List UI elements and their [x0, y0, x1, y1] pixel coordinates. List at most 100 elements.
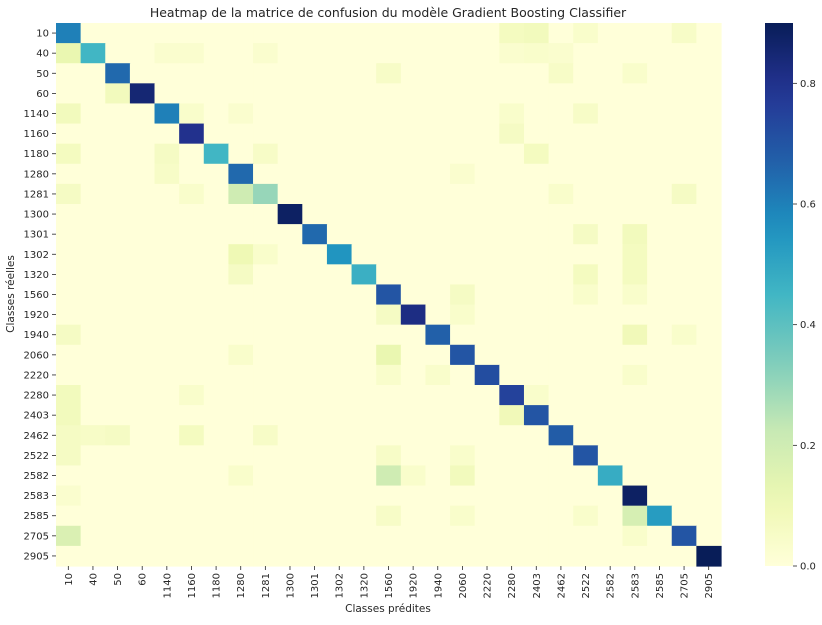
heatmap-cell-60-1180: [203, 83, 230, 105]
heatmap-cell-1280-1280: [228, 163, 254, 185]
heatmap-cell-2220-2905: [696, 364, 722, 386]
colorbar-tick-label: 0.2: [800, 441, 816, 452]
heatmap-cell-2582-1320: [351, 465, 377, 487]
heatmap-cell-1140-2403: [523, 103, 550, 125]
heatmap-cell-2462-2585: [647, 425, 673, 446]
x-tick-label: 50: [113, 573, 124, 586]
heatmap-cell-2220-1160: [179, 364, 205, 386]
heatmap-cell-1140-60: [129, 103, 156, 125]
heatmap-cell-1281-2585: [647, 183, 673, 205]
heatmap-cell-1300-2705: [671, 204, 697, 225]
heatmap-cell-2905-40: [80, 545, 106, 567]
heatmap-cell-2403-2220: [474, 405, 500, 426]
heatmap-cell-1281-1302: [326, 183, 353, 205]
heatmap-cell-2280-1280: [228, 385, 254, 406]
heatmap-cell-1920-2583: [622, 304, 648, 326]
heatmap-cell-2403-2462: [548, 405, 574, 426]
heatmap-cell-1302-2220: [474, 244, 500, 265]
heatmap-cell-1320-1160: [179, 264, 205, 286]
heatmap-cell-1180-1301: [302, 143, 328, 165]
heatmap-cell-2705-1300: [277, 525, 303, 547]
heatmap-cell-2522-2583: [622, 445, 648, 467]
heatmap-cell-1940-2585: [647, 324, 673, 346]
heatmap-cell-1302-1281: [253, 244, 279, 265]
heatmap-cell-1920-60: [129, 304, 156, 326]
heatmap-cell-2220-10: [56, 364, 82, 386]
heatmap-cell-2582-2403: [523, 465, 550, 487]
heatmap-cell-2280-2522: [573, 385, 599, 406]
heatmap-cell-1140-1180: [203, 103, 230, 125]
heatmap-cell-1302-2905: [696, 244, 722, 265]
y-tick-label: 2583: [24, 491, 49, 502]
heatmap-cell-2522-1920: [400, 445, 427, 467]
heatmap-cell-1920-2403: [523, 304, 550, 326]
heatmap-cell-1301-10: [56, 224, 82, 245]
heatmap-cell-2060-1320: [351, 344, 377, 366]
x-tick-label: 2905: [704, 573, 715, 598]
heatmap-cell-2220-50: [105, 364, 131, 386]
heatmap-cell-10-60: [129, 23, 156, 44]
heatmap-cell-1140-1920: [400, 103, 427, 125]
heatmap-cell-2705-60: [129, 525, 156, 547]
heatmap-cell-1180-2585: [647, 143, 673, 165]
heatmap-cell-1140-1301: [302, 103, 328, 125]
heatmap-cell-2403-1180: [203, 405, 230, 426]
heatmap-cell-2403-2280: [499, 405, 525, 426]
heatmap-cell-2280-2705: [671, 385, 697, 406]
heatmap-cell-1140-1281: [253, 103, 279, 125]
heatmap-cell-2060-2462: [548, 344, 574, 366]
heatmap-cell-2060-40: [80, 344, 106, 366]
heatmap-cell-2280-40: [80, 385, 106, 406]
heatmap-cell-50-2403: [523, 63, 550, 84]
heatmap-cell-1180-2462: [548, 143, 574, 165]
heatmap-cell-10-2403: [523, 23, 550, 44]
heatmap-cell-1160-2705: [671, 123, 697, 145]
heatmap-cell-10-10: [56, 23, 82, 44]
heatmap-cell-60-2582: [597, 83, 624, 105]
heatmap-cell-2280-2462: [548, 385, 574, 406]
heatmap-cell-2905-2280: [499, 545, 525, 567]
heatmap-cell-1920-2585: [647, 304, 673, 326]
heatmap-cell-1300-1940: [425, 204, 451, 225]
heatmap-cell-1281-10: [56, 183, 82, 205]
x-tick-label: 1160: [187, 573, 198, 598]
heatmap-cell-2585-1940: [425, 505, 451, 527]
heatmap-cell-2705-1281: [253, 525, 279, 547]
heatmap-cell-1300-1320: [351, 204, 377, 225]
heatmap-cell-1560-2905: [696, 284, 722, 306]
heatmap-cell-2585-2905: [696, 505, 722, 527]
heatmap-cell-2582-1560: [376, 465, 402, 487]
heatmap-cell-1302-2522: [573, 244, 599, 265]
heatmap-cell-1280-50: [105, 163, 131, 185]
heatmap-cell-2280-2905: [696, 385, 722, 406]
heatmap-cell-2220-1940: [425, 364, 451, 386]
heatmap-cell-2462-1300: [277, 425, 303, 446]
heatmap-cell-2403-2583: [622, 405, 648, 426]
heatmap-cell-2582-2905: [696, 465, 722, 487]
heatmap-cell-2585-1280: [228, 505, 254, 527]
heatmap-cell-1180-1160: [179, 143, 205, 165]
heatmap-cell-2462-10: [56, 425, 82, 446]
heatmap-cell-1160-2585: [647, 123, 673, 145]
y-tick-label: 40: [36, 49, 49, 60]
heatmap-cell-40-2060: [450, 43, 476, 64]
heatmap-cell-2583-2705: [671, 485, 697, 507]
heatmap-cell-1560-1320: [351, 284, 377, 306]
heatmap-cell-1180-60: [129, 143, 156, 165]
heatmap-cell-2905-60: [129, 545, 156, 567]
heatmap-cell-2462-1180: [203, 425, 230, 446]
heatmap-cell-1300-2280: [499, 204, 525, 225]
heatmap-cell-1560-60: [129, 284, 156, 306]
heatmap-cell-2585-1301: [302, 505, 328, 527]
heatmap-cell-2522-2220: [474, 445, 500, 467]
heatmap-cell-2462-50: [105, 425, 131, 446]
heatmap-cell-1180-1281: [253, 143, 279, 165]
heatmap-cell-2705-2705: [671, 525, 697, 547]
heatmap-cell-2462-1281: [253, 425, 279, 446]
heatmap-cell-50-1280: [228, 63, 254, 84]
heatmap-cell-1920-1301: [302, 304, 328, 326]
heatmap-cell-50-1560: [376, 63, 402, 84]
heatmap-cell-2905-1560: [376, 545, 402, 567]
heatmap-cell-2280-1320: [351, 385, 377, 406]
heatmap-cell-1920-1920: [400, 304, 427, 326]
